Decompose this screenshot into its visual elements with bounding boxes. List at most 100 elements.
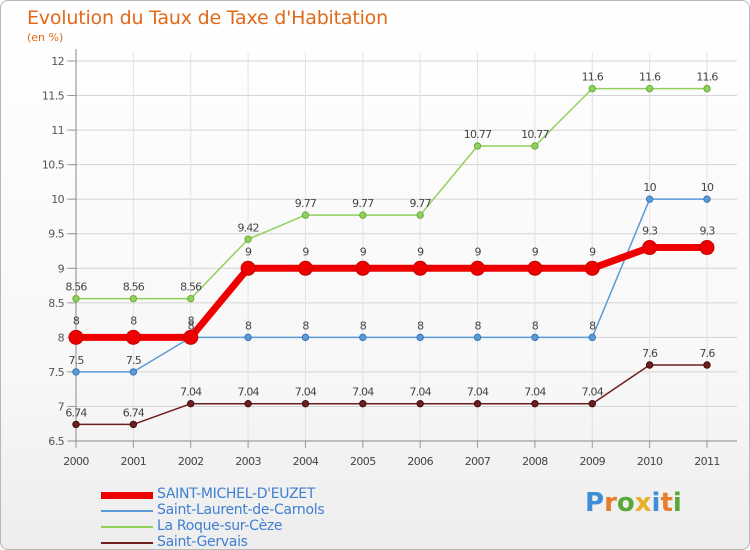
series-line: [75, 364, 708, 426]
logo-letter: t: [660, 488, 673, 518]
x-tick-label: 2003: [235, 455, 261, 468]
data-point: [244, 399, 252, 408]
data-label: 10.77: [464, 128, 492, 141]
x-tick-label: 2002: [178, 455, 204, 468]
data-point: [703, 84, 711, 93]
data-label: 8: [73, 314, 80, 327]
legend-label: La Roque-sur-Cèze: [157, 518, 283, 534]
data-point: [187, 294, 195, 303]
y-tick-label: 11: [51, 124, 64, 137]
data-label: 8: [532, 319, 539, 332]
legend-label: Saint-Laurent-de-Carnols: [157, 502, 325, 518]
data-point: [129, 368, 138, 376]
data-point: [72, 368, 80, 376]
data-label: 9: [589, 245, 596, 258]
series-0: 8 8 89 9 9 9 9 9 99.3 9.3: [68, 225, 716, 345]
series-1: 7.5 7.58 8 8 8 8 8 8 810 10: [68, 181, 715, 376]
data-point: [129, 420, 138, 429]
legend-swatch: [101, 510, 153, 512]
data-point: [588, 333, 596, 342]
x-tick-label: 2007: [465, 455, 491, 468]
data-point: [703, 361, 711, 369]
data-label: 10: [643, 181, 656, 194]
logo-letter: i: [651, 488, 661, 518]
data-point: [527, 260, 543, 276]
data-point: [531, 399, 539, 408]
data-point: [183, 329, 199, 345]
data-point: [68, 329, 84, 345]
data-label: 8.56: [65, 281, 87, 294]
legend-item: SAINT-MICHEL-D'EUZET: [101, 486, 421, 503]
data-label: 9.77: [295, 197, 317, 210]
y-tick-label: 6.5: [48, 435, 64, 448]
data-label: 8: [245, 319, 252, 332]
logo-letter: o: [616, 488, 635, 518]
data-point: [359, 211, 367, 219]
x-tick-label: 2000: [63, 455, 89, 468]
data-label: 7.5: [68, 354, 84, 367]
data-point: [301, 333, 310, 342]
x-tick-label: 2005: [350, 455, 376, 468]
data-label: 10: [701, 181, 714, 194]
data-label: 8: [589, 319, 596, 332]
x-tick-label: 2006: [407, 455, 433, 468]
data-label: 7.04: [237, 386, 259, 399]
y-tick-label: 7: [58, 400, 65, 413]
data-label: 6.74: [65, 406, 87, 419]
data-point: [645, 84, 654, 93]
data-label: 11.6: [696, 71, 718, 84]
legend-item: Saint-Laurent-de-Carnols: [101, 502, 421, 519]
data-label: 8.56: [123, 281, 145, 294]
data-point: [473, 399, 482, 408]
data-label: 8: [302, 319, 309, 332]
data-label: 9: [360, 245, 367, 258]
data-point: [531, 142, 539, 150]
x-tick-label: 2009: [579, 455, 605, 468]
data-label: 7.04: [524, 386, 546, 399]
series-line: [75, 198, 708, 373]
data-point: [642, 240, 658, 256]
data-label: 9.77: [410, 197, 432, 210]
legend-item: Saint-Gervais: [101, 534, 421, 550]
data-label: 7.04: [180, 386, 202, 399]
logo-letter: P: [585, 488, 605, 518]
data-point: [703, 195, 711, 203]
data-point: [645, 361, 654, 369]
data-point: [301, 399, 310, 408]
series-2: 8.56 8.56 8.56 9.42 9.77 9.77 9.77 10.77 10.77 11…: [65, 71, 719, 303]
data-label: 8: [188, 319, 195, 332]
data-point: [244, 333, 252, 342]
series-3: 6.74 6.74 7.04 7.04 7.04 7.04 7.04 7.04 7.04 7.04…: [65, 347, 716, 429]
logo-letter: i: [672, 488, 682, 518]
data-label: 9: [532, 245, 539, 258]
series-line: [72, 244, 711, 341]
data-label: 8: [130, 314, 137, 327]
data-label: 7.6: [642, 347, 658, 360]
series-line: [75, 87, 708, 300]
data-point: [187, 399, 195, 408]
y-tick-label: 8: [58, 331, 65, 344]
data-point: [584, 260, 600, 276]
legend-label: SAINT-MICHEL-D'EUZET: [157, 486, 316, 502]
data-label: 7.6: [699, 347, 715, 360]
data-label: 7.5: [126, 354, 142, 367]
data-label: 11.6: [639, 71, 661, 84]
data-point: [588, 84, 596, 93]
data-point: [470, 260, 486, 276]
data-point: [416, 399, 424, 408]
data-label: 9: [245, 245, 252, 258]
data-point: [416, 333, 424, 342]
x-tick-label: 2011: [694, 455, 720, 468]
data-label: 9: [474, 245, 481, 258]
legend-label: Saint-Gervais: [157, 534, 248, 550]
y-tick-label: 8.5: [48, 297, 64, 310]
data-label: 8: [188, 314, 195, 327]
x-tick-label: 2001: [121, 455, 147, 468]
x-tick-label: 2004: [293, 455, 319, 468]
data-point: [645, 195, 654, 203]
data-point: [355, 260, 371, 276]
data-point: [473, 333, 482, 342]
data-point: [297, 260, 313, 276]
y-tick-label: 9: [58, 262, 65, 275]
